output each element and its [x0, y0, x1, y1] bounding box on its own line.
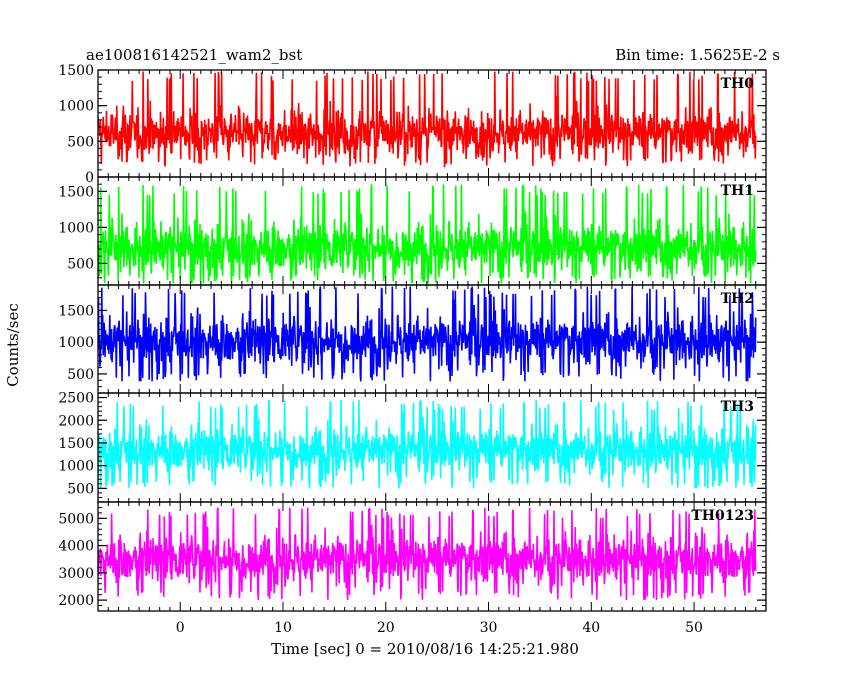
x-tick-label: 0 — [176, 620, 185, 636]
chart-title: ae100816142521_wam2_bst — [86, 46, 302, 64]
panel-th2: 500 1000 1500 TH2 — [58, 284, 767, 394]
y-tick-label: 1500 — [58, 184, 94, 200]
x-axis-label: Time [sec] 0 = 2010/08/16 14:25:21.980 — [271, 640, 579, 658]
panel-th0: 0 500 1000 1500 TH0 — [58, 63, 767, 186]
y-tick-label: 5000 — [58, 511, 94, 527]
series-line-th1 — [98, 184, 757, 284]
y-tick-label: 1000 — [58, 220, 94, 236]
y-tick-label: 500 — [67, 256, 94, 272]
y-tick-label: 1500 — [58, 436, 94, 452]
y-axis-label: Counts/sec — [4, 303, 22, 387]
x-tick-label: 30 — [480, 620, 498, 636]
y-tick-label: 1500 — [58, 63, 94, 79]
y-tick-label: 1000 — [58, 335, 94, 351]
panel-label-th3: TH3 — [721, 399, 754, 415]
panel-label-th1: TH1 — [721, 183, 754, 199]
panel-th3: 500 1000 1500 2000 2500 TH3 — [58, 391, 767, 503]
series-line-th0 — [98, 71, 757, 168]
x-axis-ticks: 0 10 20 30 40 50 — [176, 620, 703, 636]
y-tick-label: 2000 — [58, 593, 94, 609]
y-tick-label: 2500 — [58, 391, 94, 407]
series-line-th2 — [98, 286, 757, 382]
y-tick-label: 1000 — [58, 459, 94, 475]
panels: 0 500 1000 1500 TH0 500 1000 1500 TH1 500 1000 1500… — [58, 63, 767, 612]
y-tick-label: 500 — [67, 134, 94, 150]
panel-th1: 500 1000 1500 TH1 — [58, 176, 767, 286]
x-tick-label: 20 — [377, 620, 395, 636]
panel-th0123: 2000 3000 4000 5000 TH0123 — [58, 501, 767, 612]
x-tick-label: 10 — [274, 620, 292, 636]
y-tick-label: 4000 — [58, 539, 94, 555]
x-tick-label: 50 — [685, 620, 703, 636]
y-tick-label: 2000 — [58, 413, 94, 429]
chart-subtitle: Bin time: 1.5625E-2 s — [615, 46, 780, 64]
series-line-th3 — [98, 399, 757, 489]
y-tick-label: 3000 — [58, 566, 94, 582]
y-tick-label: 500 — [67, 481, 94, 497]
x-tick-label: 40 — [582, 620, 600, 636]
panel-label-th2: TH2 — [721, 291, 754, 307]
y-tick-label: 1000 — [58, 99, 94, 115]
y-tick-label: 0 — [85, 170, 94, 186]
series-line-th0123 — [98, 507, 757, 601]
y-tick-label: 500 — [67, 367, 94, 383]
panel-label-th0123: TH0123 — [691, 508, 754, 524]
panel-label-th0: TH0 — [721, 76, 755, 92]
y-tick-label: 1500 — [58, 303, 94, 319]
